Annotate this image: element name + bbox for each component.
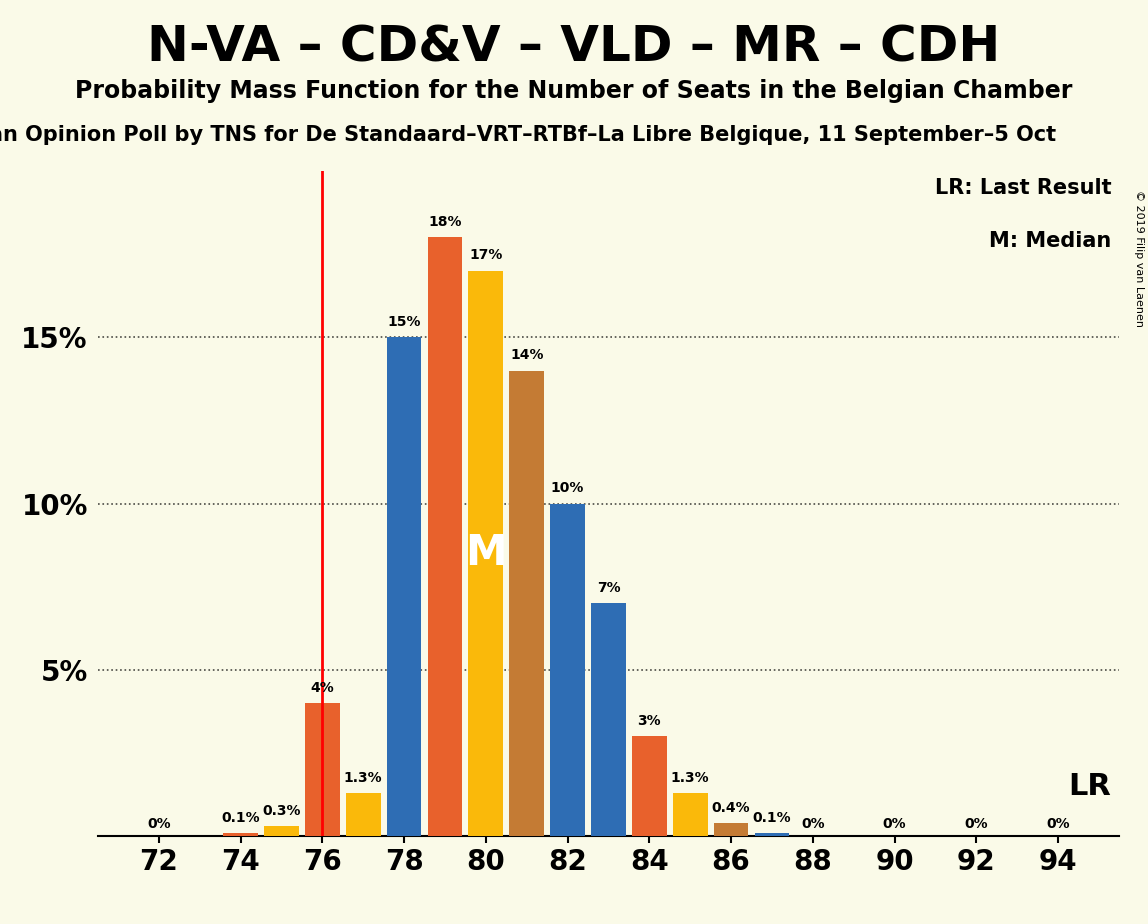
Text: 18%: 18% <box>428 215 461 229</box>
Bar <box>510 371 544 836</box>
Text: 1.3%: 1.3% <box>344 771 382 784</box>
Text: 10%: 10% <box>551 481 584 495</box>
Bar <box>673 793 707 836</box>
Text: Probability Mass Function for the Number of Seats in the Belgian Chamber: Probability Mass Function for the Number… <box>76 79 1072 103</box>
Text: 4%: 4% <box>310 681 334 695</box>
Text: M: M <box>465 532 506 575</box>
Text: 0.3%: 0.3% <box>262 804 301 818</box>
Text: N-VA – CD&V – VLD – MR – CDH: N-VA – CD&V – VLD – MR – CDH <box>147 23 1001 71</box>
Text: 0.4%: 0.4% <box>712 800 751 815</box>
Bar <box>591 603 626 836</box>
Bar <box>387 337 421 836</box>
Text: M: Median: M: Median <box>988 231 1111 250</box>
Text: 7%: 7% <box>597 581 620 595</box>
Bar <box>346 793 381 836</box>
Bar <box>427 237 463 836</box>
Text: 0.1%: 0.1% <box>222 810 259 824</box>
Text: 15%: 15% <box>387 315 421 329</box>
Bar <box>468 271 503 836</box>
Bar <box>754 833 790 836</box>
Bar <box>264 826 298 836</box>
Text: 14%: 14% <box>510 348 543 362</box>
Bar <box>714 823 748 836</box>
Bar <box>305 703 340 836</box>
Text: © 2019 Filip van Laenen: © 2019 Filip van Laenen <box>1134 190 1143 327</box>
Text: 0%: 0% <box>964 817 988 832</box>
Bar <box>223 833 258 836</box>
Text: 0%: 0% <box>147 817 171 832</box>
Text: 0%: 0% <box>801 817 824 832</box>
Bar <box>550 504 585 836</box>
Text: an Opinion Poll by TNS for De Standaard–VRT–RTBf–La Libre Belgique, 11 September: an Opinion Poll by TNS for De Standaard–… <box>0 125 1056 145</box>
Text: 0%: 0% <box>883 817 906 832</box>
Text: LR: Last Result: LR: Last Result <box>934 177 1111 198</box>
Text: LR: LR <box>1069 772 1111 801</box>
Bar <box>631 736 667 836</box>
Text: 17%: 17% <box>470 249 503 262</box>
Text: 1.3%: 1.3% <box>670 771 709 784</box>
Text: 0.1%: 0.1% <box>753 810 791 824</box>
Text: 0%: 0% <box>1046 817 1070 832</box>
Text: 3%: 3% <box>637 714 661 728</box>
